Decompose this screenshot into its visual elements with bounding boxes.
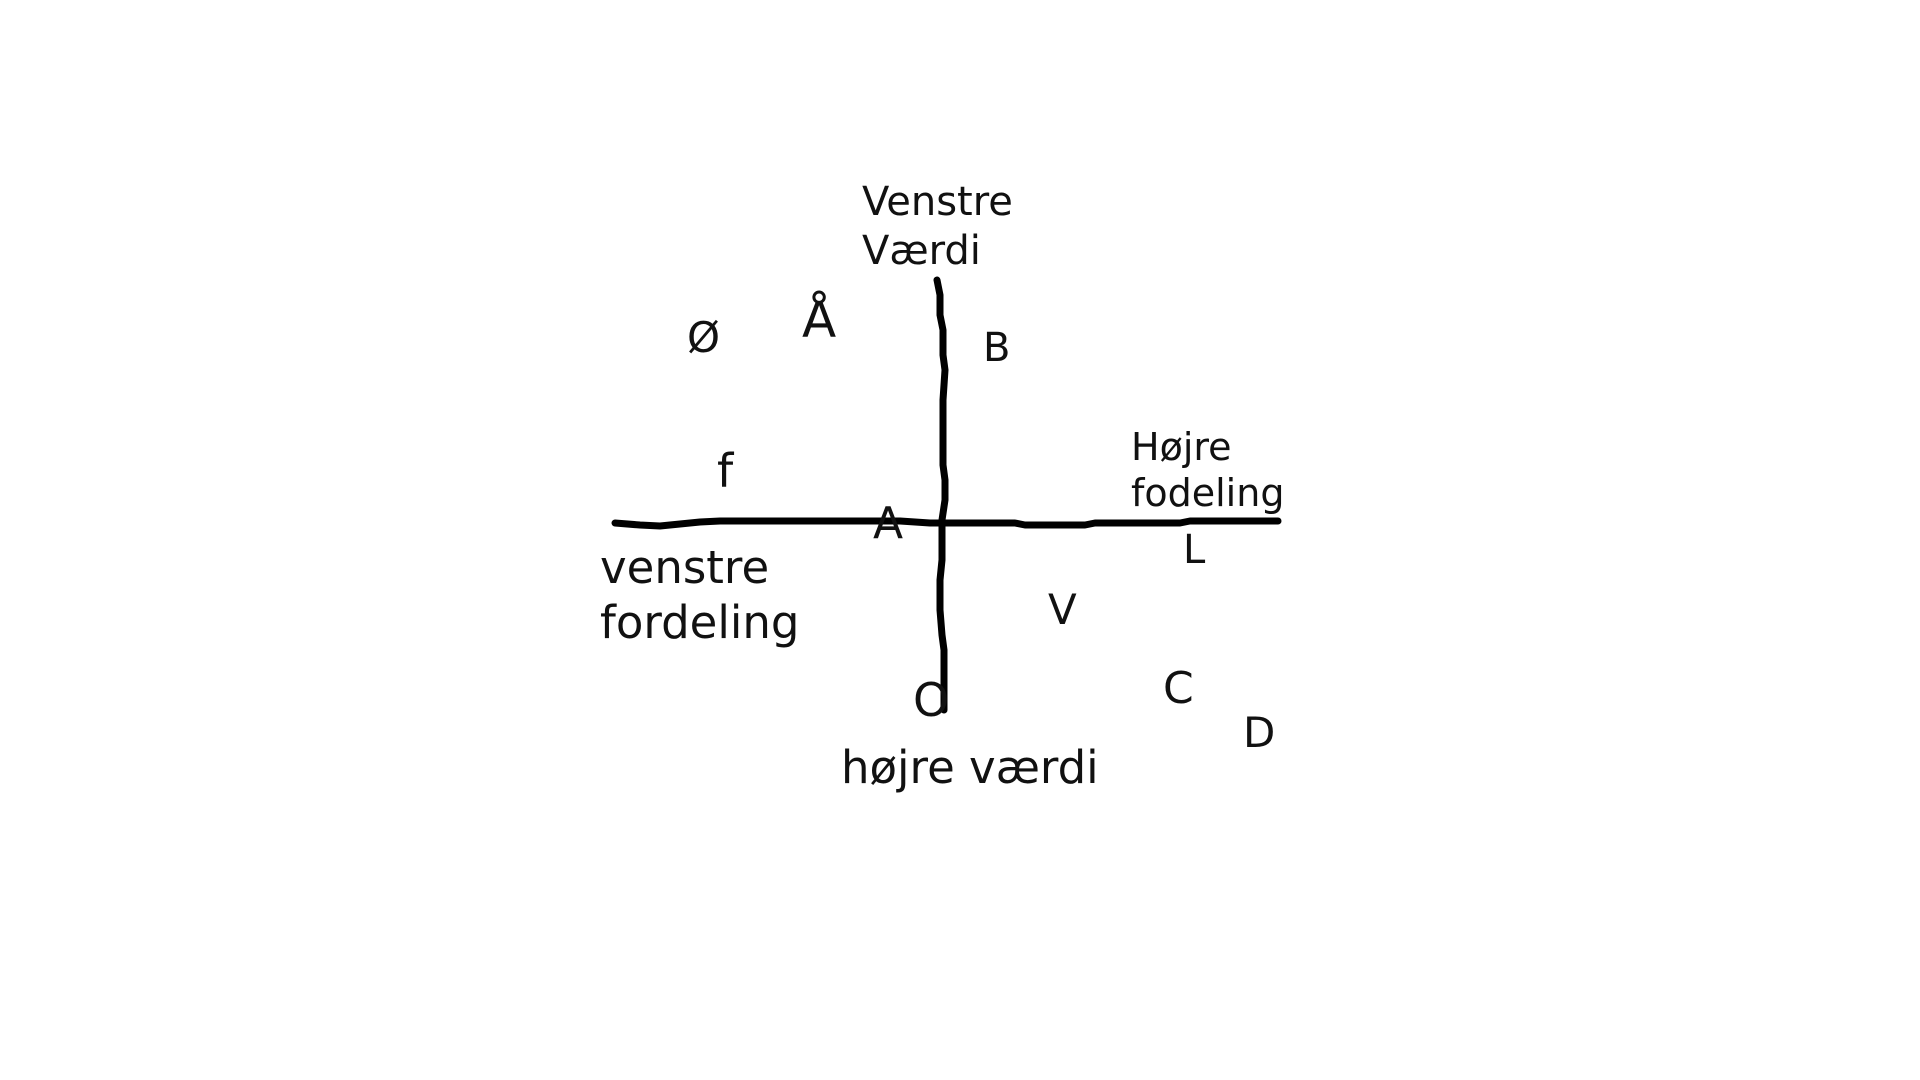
axis-label-left-line1: venstre [600,541,770,594]
axis-label-top-line1: Venstre [862,179,1013,225]
point-label-c: C [1163,663,1194,714]
axis-label-bottom: højre værdi [841,741,1099,794]
point-label-b: B [983,325,1011,371]
axis-label-left-line2: fordeling [600,595,800,649]
axis-label-top-line2: Værdi [862,227,981,274]
horizontal-axis [611,517,1282,530]
axis-label-right: Højre fodeling [1131,424,1284,517]
axis-label-top: Venstre Værdi [862,178,1013,276]
point-label-aa: Å [802,291,837,349]
point-label-f: f [717,444,734,498]
point-label-a: A [873,498,904,549]
point-label-l: L [1183,527,1206,573]
axis-label-right-line2: fodeling [1131,471,1285,516]
axis-label-right-line1: Højre [1131,425,1232,469]
point-label-oe: Ø [687,313,721,362]
point-label-d: D [1243,708,1276,757]
point-label-o: O [913,673,950,727]
vertical-axis [933,276,949,714]
axis-label-left: venstre fordeling [600,541,799,651]
point-label-v: V [1048,585,1077,634]
